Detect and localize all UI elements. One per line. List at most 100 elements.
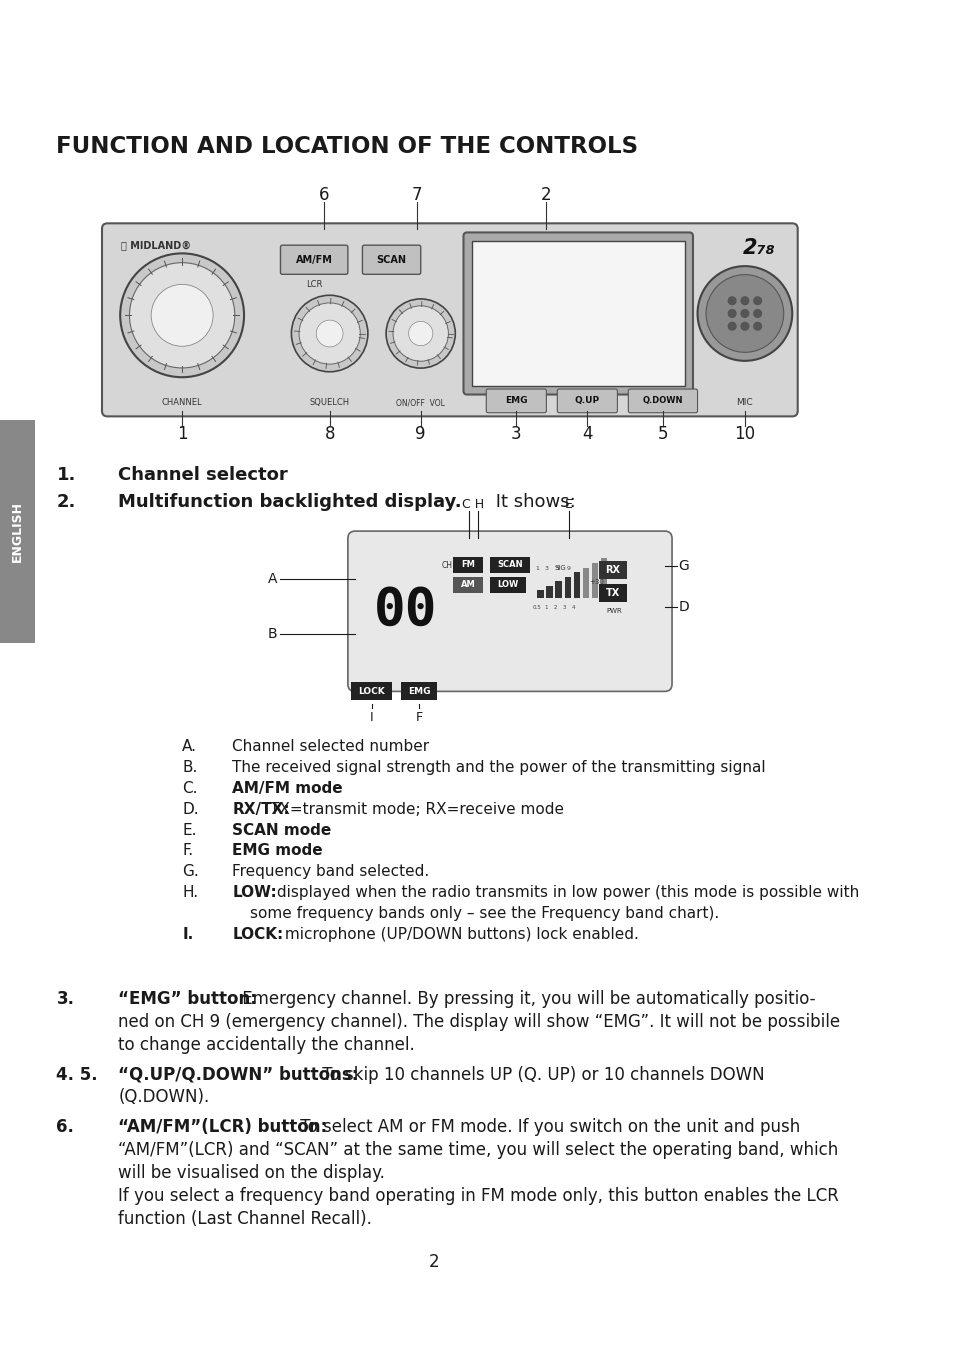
Text: Ⓜ MIDLAND®: Ⓜ MIDLAND® — [121, 240, 191, 250]
Circle shape — [151, 285, 213, 346]
Text: ENGLISH: ENGLISH — [10, 501, 24, 562]
Text: PWR: PWR — [606, 609, 622, 614]
Circle shape — [393, 306, 448, 362]
Text: I.: I. — [182, 927, 193, 942]
Text: displayed when the radio transmits in low power (this mode is possible with: displayed when the radio transmits in lo… — [272, 886, 859, 900]
Text: G: G — [678, 559, 688, 572]
Text: B: B — [268, 626, 277, 641]
Circle shape — [740, 321, 749, 331]
Text: E: E — [564, 498, 573, 512]
Circle shape — [386, 298, 455, 369]
Text: 7: 7 — [412, 186, 422, 204]
Text: 9: 9 — [415, 425, 425, 443]
Bar — [546, 586, 552, 598]
Text: Emergency channel. By pressing it, you will be automatically positio-: Emergency channel. By pressing it, you w… — [236, 990, 815, 1008]
Text: LOCK: LOCK — [357, 687, 384, 695]
FancyBboxPatch shape — [348, 531, 671, 691]
Text: D: D — [678, 599, 688, 614]
Text: LOW: LOW — [497, 580, 518, 590]
Bar — [490, 576, 526, 593]
Bar — [598, 562, 626, 579]
Text: LOW:: LOW: — [232, 886, 276, 900]
Text: SIG: SIG — [554, 564, 565, 571]
Text: SQUELCH: SQUELCH — [310, 398, 350, 408]
Text: “EMG” button:: “EMG” button: — [118, 990, 257, 1008]
Text: “AM/FM”(LCR) button:: “AM/FM”(LCR) button: — [118, 1119, 327, 1137]
Text: SCAN mode: SCAN mode — [232, 822, 331, 837]
Text: EMG mode: EMG mode — [232, 844, 322, 859]
FancyBboxPatch shape — [362, 246, 420, 274]
Text: 4: 4 — [581, 425, 592, 443]
Text: 1: 1 — [535, 566, 538, 571]
Text: C H: C H — [462, 498, 484, 512]
Text: +30: +30 — [588, 579, 603, 585]
Text: 5: 5 — [657, 425, 667, 443]
Text: It shows:: It shows: — [490, 493, 575, 510]
Text: TX=transmit mode; RX=receive mode: TX=transmit mode; RX=receive mode — [270, 802, 563, 817]
Text: Multifunction backlighted display.: Multifunction backlighted display. — [118, 493, 461, 510]
Text: SCAN: SCAN — [376, 255, 406, 265]
Circle shape — [752, 321, 761, 331]
Text: 1: 1 — [176, 425, 187, 443]
Text: I: I — [370, 711, 373, 725]
Text: 6: 6 — [318, 186, 329, 204]
Text: TX: TX — [605, 589, 619, 598]
Bar — [564, 576, 570, 598]
Text: some frequency bands only – see the Frequency band chart).: some frequency bands only – see the Freq… — [250, 906, 719, 921]
Text: 2: 2 — [540, 186, 551, 204]
Text: Channel selector: Channel selector — [118, 466, 288, 483]
Text: function (Last Channel Recall).: function (Last Channel Recall). — [118, 1210, 372, 1227]
Text: 5: 5 — [555, 566, 558, 571]
Bar — [0, 420, 34, 643]
Text: 6.: 6. — [56, 1119, 74, 1137]
Text: microphone (UP/DOWN buttons) lock enabled.: microphone (UP/DOWN buttons) lock enable… — [279, 927, 638, 942]
Text: F.: F. — [182, 844, 193, 859]
Bar — [598, 585, 626, 602]
Text: 1: 1 — [544, 605, 548, 610]
Text: The received signal strength and the power of the transmitting signal: The received signal strength and the pow… — [232, 760, 765, 775]
Text: H.: H. — [182, 886, 198, 900]
Circle shape — [752, 309, 761, 319]
Text: FUNCTION AND LOCATION OF THE CONTROLS: FUNCTION AND LOCATION OF THE CONTROLS — [56, 135, 638, 158]
Bar — [573, 572, 579, 598]
Text: AM/FM: AM/FM — [295, 255, 333, 265]
Text: E.: E. — [182, 822, 196, 837]
Bar — [471, 240, 684, 386]
FancyBboxPatch shape — [102, 223, 797, 416]
Text: will be visualised on the display.: will be visualised on the display. — [118, 1164, 385, 1183]
Circle shape — [120, 254, 244, 377]
Text: RX/TX:: RX/TX: — [232, 802, 290, 817]
Circle shape — [727, 321, 736, 331]
Text: 1.: 1. — [56, 466, 75, 483]
Text: A: A — [268, 572, 277, 586]
Text: D.: D. — [182, 802, 198, 817]
Text: LOCK:: LOCK: — [232, 927, 283, 942]
Text: Q.UP: Q.UP — [575, 397, 599, 405]
FancyBboxPatch shape — [557, 389, 617, 413]
Text: A.: A. — [182, 738, 197, 753]
Text: 00: 00 — [373, 586, 436, 637]
Text: F: F — [415, 711, 422, 725]
Text: 2: 2 — [429, 1253, 439, 1272]
Circle shape — [705, 274, 783, 352]
Circle shape — [740, 296, 749, 305]
Text: 8: 8 — [324, 425, 335, 443]
Bar — [591, 563, 598, 598]
Text: 2₇₈: 2₇₈ — [742, 238, 775, 258]
Circle shape — [316, 320, 343, 347]
Text: CHANNEL: CHANNEL — [162, 398, 202, 408]
Text: EMG: EMG — [504, 397, 527, 405]
Bar — [453, 556, 482, 572]
Bar — [490, 556, 530, 572]
Text: (Q.DOWN).: (Q.DOWN). — [118, 1088, 210, 1107]
Bar — [537, 590, 543, 598]
Circle shape — [298, 302, 360, 365]
Text: 4. 5.: 4. 5. — [56, 1065, 98, 1084]
Bar — [350, 682, 392, 701]
Text: C.: C. — [182, 780, 197, 795]
Text: AM: AM — [460, 580, 475, 590]
Circle shape — [408, 321, 433, 346]
Text: Q.DOWN: Q.DOWN — [642, 397, 682, 405]
Text: 2.: 2. — [56, 493, 75, 510]
Text: ned on CH 9 (emergency channel). The display will show “EMG”. It will not be pos: ned on CH 9 (emergency channel). The dis… — [118, 1012, 840, 1031]
